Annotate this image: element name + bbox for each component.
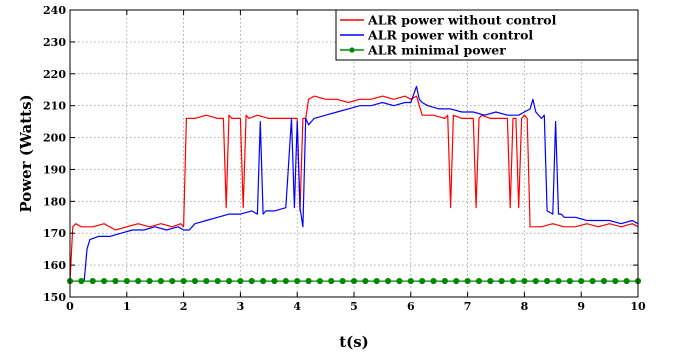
axis-ticks: 0 1 2 3 4 5 6 7 8 9 10 150 160 170 180 190 200 210 220 230 2… xyxy=(43,4,646,313)
series-point xyxy=(169,277,176,285)
series-point xyxy=(555,277,562,285)
legend-box xyxy=(335,9,639,61)
series-point xyxy=(362,277,369,285)
legend-label: ALR minimal power xyxy=(367,43,506,58)
series-point xyxy=(407,277,414,285)
y-tick-label: 170 xyxy=(43,227,66,240)
x-tick-label: 10 xyxy=(630,300,646,313)
series-point xyxy=(532,277,539,285)
y-tick-label: 180 xyxy=(43,195,66,208)
series-point xyxy=(112,277,119,285)
series-point xyxy=(225,277,233,285)
x-tick-label: 6 xyxy=(407,300,415,313)
series-point xyxy=(419,277,426,285)
y-tick-label: 150 xyxy=(43,291,66,304)
y-tick-label: 220 xyxy=(43,68,66,81)
x-tick-label: 0 xyxy=(66,300,74,313)
series-point xyxy=(384,277,392,285)
series-point xyxy=(135,277,142,285)
legend-label: ALR power without control xyxy=(367,13,557,28)
series-point xyxy=(180,277,187,285)
series-point xyxy=(282,277,289,285)
series-line-alr-power-with-control xyxy=(81,85,639,282)
series-point xyxy=(509,277,517,285)
series-point xyxy=(566,277,573,285)
x-tick-label: 9 xyxy=(577,300,585,313)
y-tick-label: 200 xyxy=(43,132,66,145)
y-tick-label: 210 xyxy=(43,100,66,113)
x-tick-label: 3 xyxy=(237,300,245,313)
series-point xyxy=(248,277,255,285)
series-point xyxy=(521,277,528,285)
series-point xyxy=(78,277,85,285)
series-point xyxy=(475,277,483,285)
x-tick-label: 5 xyxy=(350,300,358,313)
series-point xyxy=(453,277,460,285)
y-axis-label: Power (Watts) xyxy=(17,94,35,212)
series-point xyxy=(600,277,608,285)
series-point xyxy=(316,277,324,285)
series-point xyxy=(157,277,164,285)
series-point xyxy=(441,277,448,285)
legend-label: ALR power with control xyxy=(367,28,533,43)
series-line-alr-power-without-control xyxy=(69,95,639,282)
x-tick-label: 1 xyxy=(123,300,131,313)
series-point xyxy=(612,277,619,285)
series-point xyxy=(578,277,585,285)
series-point xyxy=(271,277,278,285)
series-point xyxy=(589,277,596,285)
series-point xyxy=(328,277,335,285)
series-point xyxy=(123,277,130,285)
series-point xyxy=(237,277,244,285)
y-tick-label: 240 xyxy=(43,4,66,17)
series-point xyxy=(203,277,210,285)
series-point xyxy=(487,277,494,285)
series-point xyxy=(498,277,505,285)
x-tick-label: 2 xyxy=(180,300,188,313)
series-point xyxy=(350,277,358,285)
series-point xyxy=(464,277,471,285)
series-point xyxy=(339,277,346,285)
y-tick-label: 190 xyxy=(43,163,66,176)
legend-marker xyxy=(349,47,355,53)
series-point xyxy=(100,277,108,285)
series-point xyxy=(544,277,551,285)
series-point xyxy=(305,277,312,285)
series-point xyxy=(146,277,153,285)
series-point xyxy=(396,277,403,285)
series-point xyxy=(294,277,301,285)
series-point xyxy=(373,277,380,285)
x-tick-label: 8 xyxy=(521,300,529,313)
series-point xyxy=(191,277,199,285)
y-tick-label: 230 xyxy=(43,36,66,49)
x-tick-label: 4 xyxy=(293,300,301,313)
x-tick-label: 7 xyxy=(464,300,472,313)
series-point xyxy=(214,277,221,285)
series-point xyxy=(260,277,267,285)
series-point xyxy=(430,277,437,285)
x-axis-label: t(s) xyxy=(339,333,369,351)
y-tick-label: 160 xyxy=(43,259,66,272)
series-point xyxy=(623,277,630,285)
series-point xyxy=(89,277,96,285)
